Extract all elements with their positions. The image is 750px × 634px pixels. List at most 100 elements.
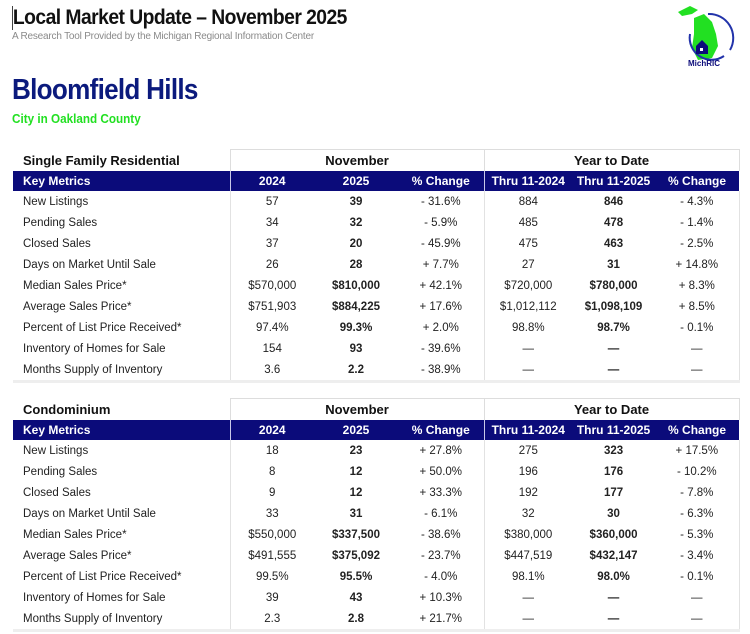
metric-value: $1,012,112 <box>483 296 573 317</box>
metric-value: 176 <box>603 465 624 478</box>
metric-value: - 31.6% <box>420 195 461 208</box>
metric-label: Months Supply of Inventory <box>13 608 230 632</box>
metric-value: 26 <box>229 254 314 275</box>
metric-value: 31 <box>607 258 620 271</box>
metric-value: - 45.9% <box>420 237 461 250</box>
table-title: Single Family Residential <box>23 152 180 168</box>
metric-value: + 50.0% <box>419 465 463 478</box>
metric-label: Average Sales Price* <box>23 300 132 313</box>
metric-value: - 2.5% <box>655 233 740 254</box>
metric-value: $810,000 <box>332 279 380 292</box>
metric-value: 8 <box>229 461 314 482</box>
metric-value: — <box>483 359 573 383</box>
metric-value: + 17.5% <box>655 440 740 461</box>
metrics-table: Condominium November Year to Date Key Metri… <box>13 398 740 632</box>
metric-value: — <box>572 608 656 632</box>
metric-value: 275 <box>483 440 573 461</box>
metric-value: + 17.6% <box>419 300 463 313</box>
metric-label: Closed Sales <box>23 486 91 499</box>
column-header: Thru 11-2025 <box>572 420 656 440</box>
table-row: Average Sales Price* $751,903 $884,225 + 17… <box>13 296 740 317</box>
column-header: Thru 11-2024 <box>483 171 573 191</box>
report-subtitle: A Research Tool Provided by the Michigan… <box>12 31 314 42</box>
metric-value: $720,000 <box>483 275 573 296</box>
metric-value: - 3.4% <box>655 545 740 566</box>
metric-value: $380,000 <box>483 524 573 545</box>
metric-label: Median Sales Price* <box>23 528 127 541</box>
metric-label: Percent of List Price Received* <box>23 570 182 583</box>
metric-value: $491,555 <box>229 545 314 566</box>
metric-value: 177 <box>603 486 624 499</box>
metric-value: - 38.9% <box>398 359 485 383</box>
metric-value: + 27.8% <box>419 444 463 457</box>
metric-label: Average Sales Price* <box>23 549 132 562</box>
metric-value: - 39.6% <box>420 342 461 355</box>
metric-value: 478 <box>603 216 624 229</box>
metric-value: 39 <box>229 587 314 608</box>
metric-value: 43 <box>349 591 363 604</box>
metric-value: + 33.3% <box>419 486 463 499</box>
metric-label: Days on Market Until Sale <box>23 507 156 520</box>
metric-value: 34 <box>229 212 314 233</box>
metric-value: 846 <box>603 195 624 208</box>
metric-value: 485 <box>483 212 573 233</box>
column-header: Thru 11-2025 <box>572 171 656 191</box>
metric-value: 475 <box>483 233 573 254</box>
metric-value: + 2.0% <box>422 321 459 334</box>
metric-value: + 8.5% <box>655 296 740 317</box>
metric-label: Inventory of Homes for Sale <box>23 591 166 604</box>
metric-label: New Listings <box>23 195 89 208</box>
metric-value: + 8.3% <box>655 275 740 296</box>
metrics-table: Single Family Residential November Year to… <box>13 149 740 383</box>
metric-value: 2.8 <box>314 608 398 632</box>
table-row: Percent of List Price Received* 99.5% 95.5… <box>13 566 740 587</box>
ytd-group-header: Year to Date <box>483 149 740 171</box>
metric-value: — <box>483 338 573 359</box>
metric-value: 33 <box>229 503 314 524</box>
metric-value: - 23.7% <box>420 549 461 562</box>
metric-value: + 42.1% <box>419 279 463 292</box>
table-row: Closed Sales 37 20 - 45.9% 475 463 - 2.5% <box>13 233 740 254</box>
metric-value: $884,225 <box>332 300 380 313</box>
metric-value: 32 <box>349 216 363 229</box>
metric-value: 18 <box>229 440 314 461</box>
metric-label: Median Sales Price* <box>23 279 127 292</box>
metric-value: 20 <box>349 237 363 250</box>
metric-value: 28 <box>349 258 363 271</box>
metric-value: - 0.1% <box>655 566 740 587</box>
column-header: 2025 <box>314 420 398 440</box>
metric-value: — <box>572 359 656 383</box>
column-header: Key Metrics <box>13 171 230 191</box>
table-row: Inventory of Homes for Sale 39 43 + 10.3% — —… <box>13 587 740 608</box>
metric-value: - 7.8% <box>655 482 740 503</box>
metric-value: - 38.6% <box>420 528 461 541</box>
table-row: Percent of List Price Received* 97.4% 99.3… <box>13 317 740 338</box>
ytd-group-header: Year to Date <box>483 398 740 420</box>
metric-value: - 4.3% <box>655 191 740 212</box>
metric-value: 39 <box>349 195 363 208</box>
column-header: 2024 <box>229 171 314 191</box>
metric-value: — <box>655 587 740 608</box>
metric-value: - 6.3% <box>655 503 740 524</box>
metric-value: $780,000 <box>589 279 638 292</box>
metric-value: 57 <box>229 191 314 212</box>
metric-value: $337,500 <box>332 528 380 541</box>
period-group-header: November <box>229 398 485 420</box>
metric-value: + 21.7% <box>398 608 485 632</box>
metric-label: Pending Sales <box>23 465 98 478</box>
metric-value: + 14.8% <box>655 254 740 275</box>
metric-value: 12 <box>349 465 363 478</box>
metric-value: 95.5% <box>339 570 373 583</box>
metric-value: 93 <box>349 342 363 355</box>
metric-value: 32 <box>483 503 573 524</box>
period-group-header: November <box>229 149 485 171</box>
metric-value: 9 <box>229 482 314 503</box>
metric-label: Pending Sales <box>23 216 98 229</box>
metric-value: 99.3% <box>339 321 373 334</box>
metric-value: 31 <box>349 507 363 520</box>
table-row: Months Supply of Inventory 2.3 2.8 + 21.7% —… <box>13 608 740 632</box>
metric-value: - 4.0% <box>424 570 458 583</box>
metric-value: 27 <box>483 254 573 275</box>
metric-value: 98.0% <box>597 570 630 583</box>
table-row: Pending Sales 34 32 - 5.9% 485 478 - 1.4% <box>13 212 740 233</box>
